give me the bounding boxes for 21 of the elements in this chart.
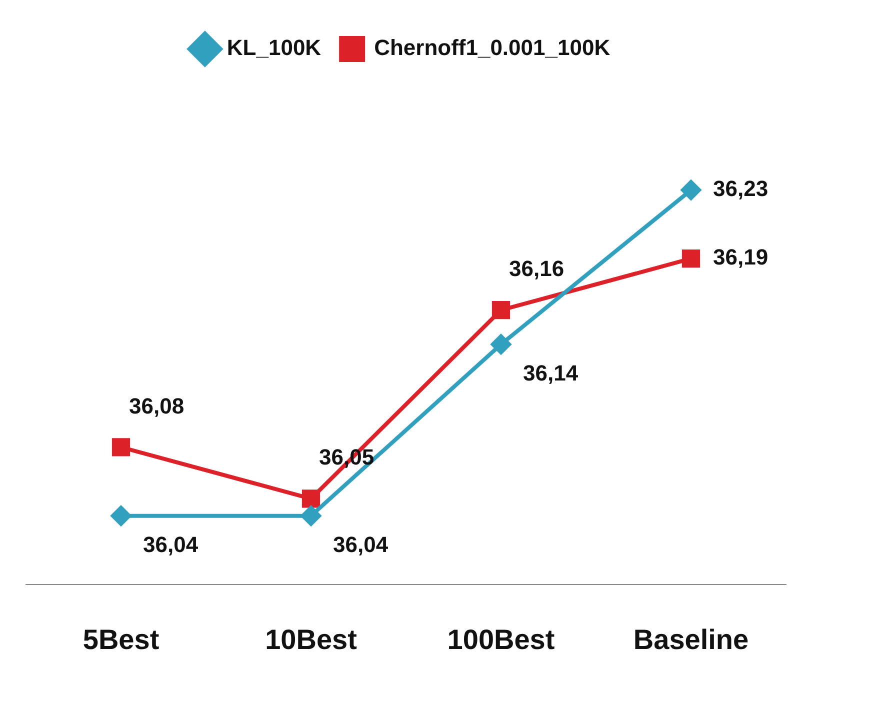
point bbox=[111, 506, 131, 526]
point bbox=[682, 250, 700, 268]
data-label: 36,04 bbox=[143, 532, 199, 557]
data-label: 36,19 bbox=[713, 244, 768, 270]
data-label: 36,14 bbox=[523, 360, 579, 386]
legend-label: Chernoff1_0.001_100K bbox=[374, 35, 610, 60]
x-tick-label: 10Best bbox=[265, 624, 357, 655]
data-label: 36,16 bbox=[509, 256, 564, 282]
point bbox=[302, 490, 320, 508]
point bbox=[491, 334, 511, 354]
point bbox=[301, 506, 321, 526]
data-label: 36,04 bbox=[333, 532, 389, 557]
x-tick-label: Baseline bbox=[633, 624, 749, 655]
x-tick-label: 100Best bbox=[447, 624, 555, 655]
data-label: 36,08 bbox=[129, 393, 184, 418]
point bbox=[492, 300, 510, 320]
data-label: 36,23 bbox=[713, 176, 768, 202]
point bbox=[112, 438, 130, 456]
point bbox=[681, 180, 701, 200]
x-tick-label: 5Best bbox=[82, 624, 160, 655]
legend-label: KL_100K bbox=[226, 35, 322, 60]
